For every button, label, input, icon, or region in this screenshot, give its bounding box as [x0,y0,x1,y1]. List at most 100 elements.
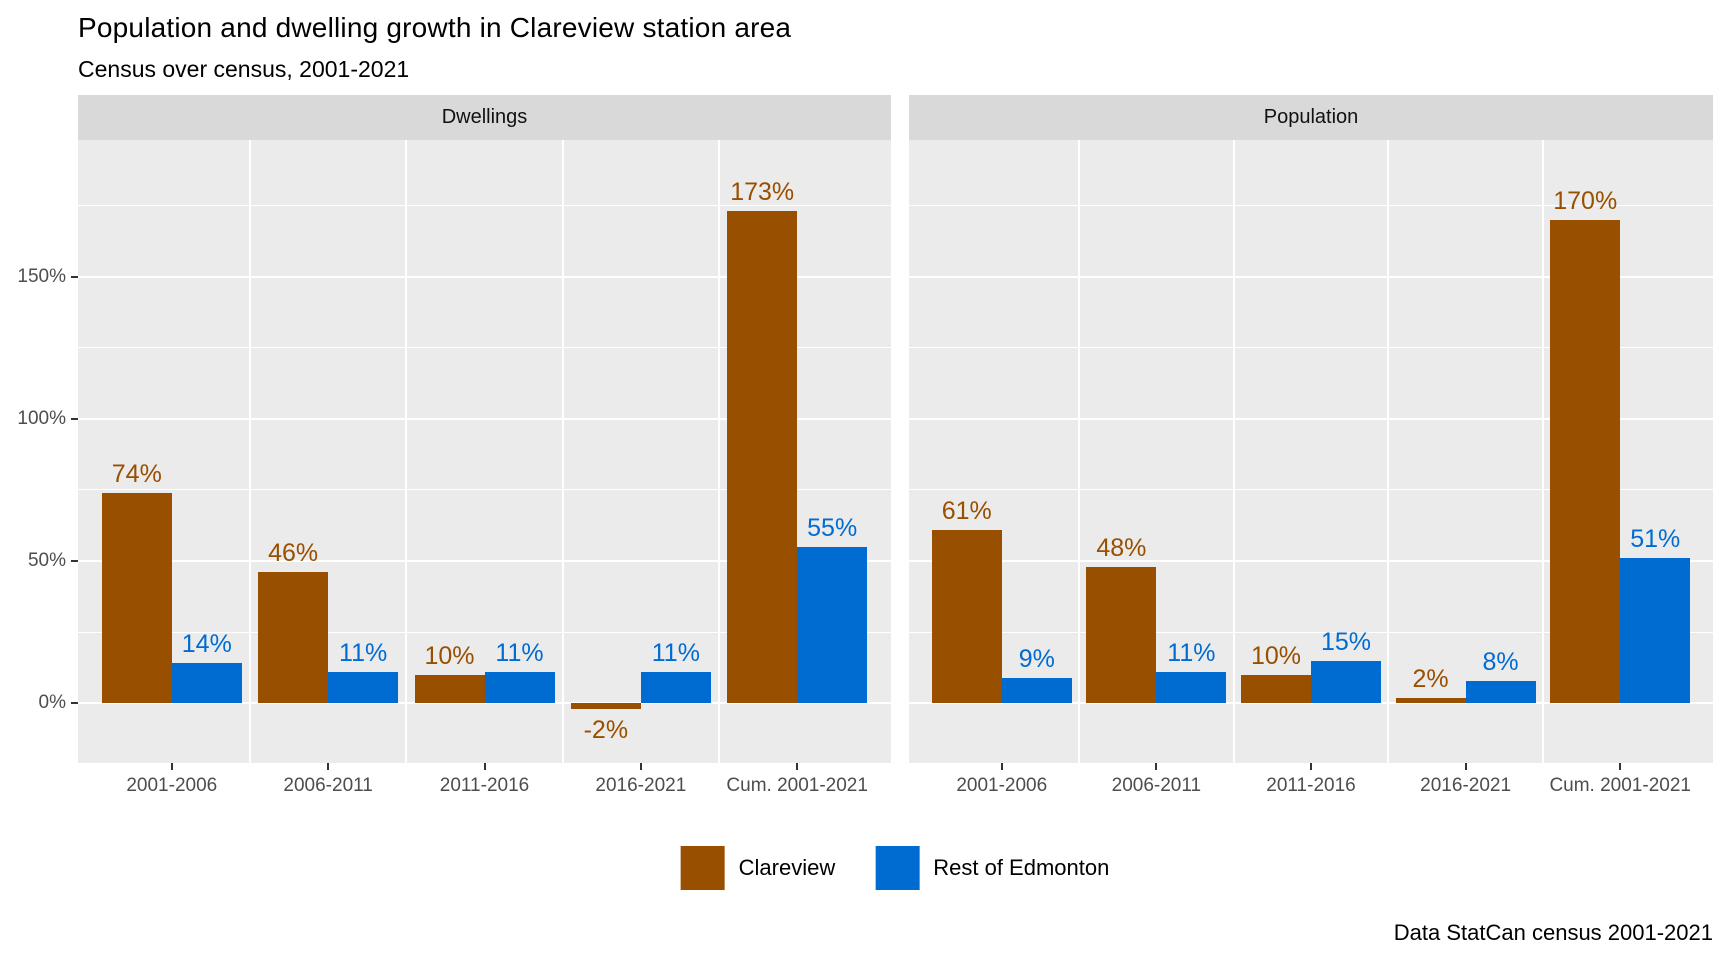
x-axis-tick-label: 2001-2006 [956,775,1048,796]
bar-value-label: 61% [941,496,992,525]
legend-key-swatch [875,846,920,890]
bar-clareview [1550,219,1621,704]
bar-value-label: 10% [1250,641,1302,670]
gridline-major [909,702,1713,705]
bar-value-label: 48% [1096,533,1147,562]
bar-clareview [931,529,1002,704]
x-axis-tick-label: 2011-2016 [439,775,530,796]
gridline-major [909,275,1713,278]
gridline-vertical [561,140,564,763]
gridline-major [78,560,891,563]
bar-rest-of-edmonton [1001,677,1072,704]
bar-value-label: 8% [1482,647,1519,676]
y-axis-tick-label: 50% [27,550,66,572]
bar-rest-of-edmonton [1620,558,1691,704]
bar-clareview [414,674,485,704]
bar-rest-of-edmonton [1465,680,1536,704]
bar-clareview [258,572,329,704]
y-axis-tick-mark [71,560,78,563]
bar-value-label: 46% [268,539,319,568]
chart-caption: Data StatCan census 2001-2021 [1393,920,1713,945]
gridline-minor [909,347,1713,349]
gridline-minor [909,631,1713,633]
x-axis-tick-label: Cum. 2001-2021 [1549,775,1691,796]
bar-clareview [570,703,641,709]
x-axis-tick-mark [1000,763,1003,770]
y-axis-tick-mark [71,417,78,420]
legend-label: Clareview [738,855,836,880]
bar-value-label: 11% [1167,638,1216,667]
gridline-major [78,417,891,420]
gridline-major [909,417,1713,420]
gridline-major [909,560,1713,563]
chart-legend: Clareview Rest of Edmonton [680,846,1109,890]
gridline-minor [909,204,1713,206]
bar-value-label: 55% [807,513,858,542]
legend-label: Rest of Edmonton [933,855,1110,880]
bar-clareview [1241,674,1311,704]
x-axis-tick-mark [1464,763,1467,770]
gridline-vertical [248,140,251,763]
chart-subtitle: Census over census, 2001-2021 [78,56,410,82]
bar-value-label: 170% [1553,186,1618,215]
x-axis-tick-label: Cum. 2001-2021 [726,775,868,796]
gridline-vertical [1541,140,1544,763]
y-axis-tick-mark [71,702,78,705]
facet-strip: Population [909,95,1713,140]
y-axis-tick-label: 0% [38,692,66,714]
x-axis-tick-mark [639,763,642,770]
bar-value-label: -2% [583,715,629,744]
bar-rest-of-edmonton [1311,660,1381,704]
bar-value-label: 11% [495,638,544,667]
bar-clareview [1086,566,1157,704]
gridline-minor [78,631,891,633]
x-axis-tick-mark [327,763,330,770]
gridline-vertical [405,140,408,763]
bar-rest-of-edmonton [328,671,399,704]
bar-value-label: 11% [339,638,388,667]
gridline-major [78,275,891,278]
gridline-vertical [718,140,721,763]
bar-value-label: 11% [651,638,700,667]
gridline-vertical [1078,140,1081,763]
bar-rest-of-edmonton [484,671,555,704]
bar-value-label: 15% [1320,627,1372,656]
x-axis-tick-mark [796,763,799,770]
gridline-minor [909,489,1713,491]
bar-value-label: 2% [1412,664,1449,693]
y-axis-tick-mark [71,275,78,278]
gridline-minor [78,489,891,491]
facet-strip: Dwellings [78,95,891,140]
bar-value-label: 51% [1630,525,1681,554]
x-axis-tick-mark [1155,763,1158,770]
x-axis-tick-mark [1310,763,1312,770]
gridline-major [78,702,891,705]
x-axis-tick-mark [170,763,173,770]
legend-item: Rest of Edmonton [875,846,1109,890]
bar-value-label: 9% [1018,644,1055,673]
x-axis-tick-label: 2016-2021 [1420,775,1512,796]
gridline-minor [78,347,891,349]
bar-rest-of-edmonton [1156,671,1227,704]
gridline-vertical [1232,140,1235,763]
gridline-minor [78,204,891,206]
bar-value-label: 173% [730,178,795,207]
bar-clareview [727,211,798,704]
y-axis-tick-label: 100% [17,407,66,429]
x-axis-tick-label: 2016-2021 [595,775,687,796]
x-axis-tick-label: 2001-2006 [126,775,218,796]
legend-item: Clareview [680,846,836,890]
bar-clareview [101,492,172,704]
y-axis-tick-label: 150% [17,265,66,287]
bar-rest-of-edmonton [171,663,242,704]
bar-value-label: 74% [111,459,162,488]
x-axis-tick-label: 2006-2011 [1111,775,1202,796]
x-axis-tick-label: 2006-2011 [283,775,373,796]
gridline-vertical [1387,140,1390,763]
facet-strip-label: Dwellings [441,106,528,128]
x-axis-tick-mark [483,763,486,770]
bar-value-label: 14% [181,630,232,659]
x-axis-tick-label: 2011-2016 [1266,775,1356,796]
facet-strip-label: Population [1263,106,1359,128]
